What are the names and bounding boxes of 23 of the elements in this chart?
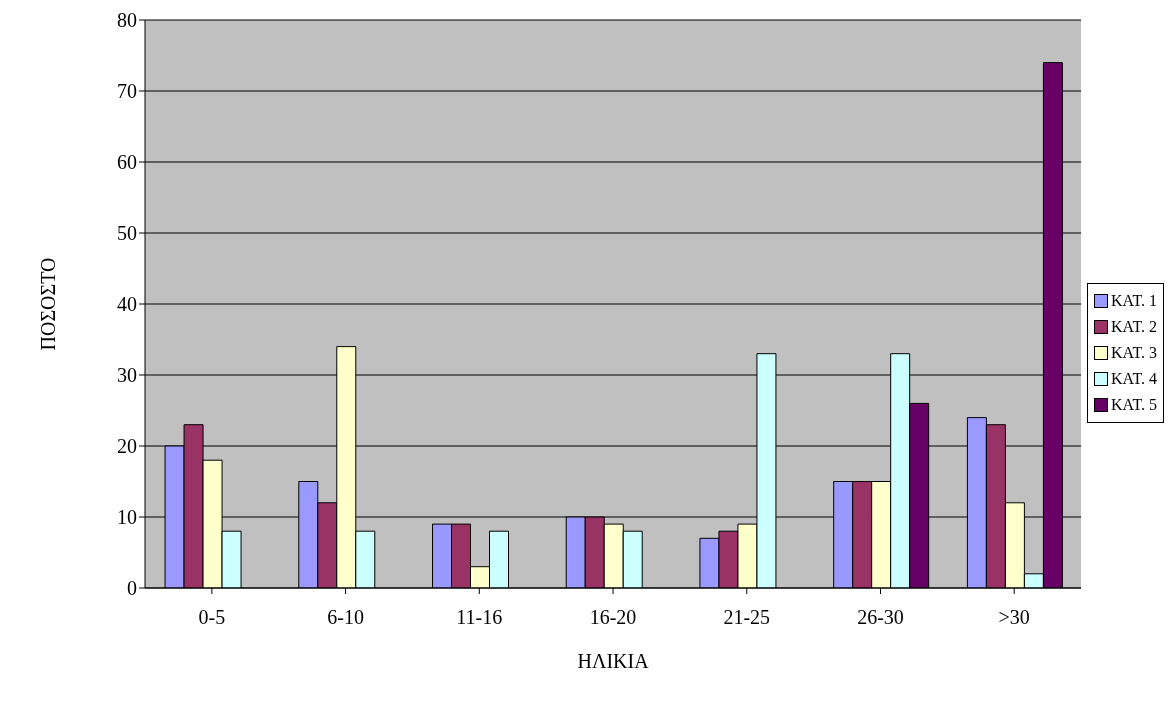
y-tick-label: 30 bbox=[117, 364, 137, 387]
legend-label: ΚΑΤ. 2 bbox=[1111, 318, 1157, 336]
y-tick-label: 10 bbox=[117, 506, 137, 529]
x-tick-label: 21-25 bbox=[723, 606, 771, 629]
x-tick-label: 0-5 bbox=[198, 606, 226, 629]
y-tick-label: 0 bbox=[127, 577, 137, 600]
x-tick-label: 6-10 bbox=[327, 606, 364, 629]
x-tick-label: 26-30 bbox=[857, 606, 904, 629]
y-tick-label: 70 bbox=[117, 80, 137, 103]
legend-label: ΚΑΤ. 3 bbox=[1111, 344, 1157, 362]
legend-label: ΚΑΤ. 5 bbox=[1111, 396, 1157, 414]
y-tick-label: 20 bbox=[117, 435, 137, 458]
x-tick-label: 11-16 bbox=[456, 606, 503, 629]
y-tick-label: 40 bbox=[117, 293, 137, 316]
legend-label: ΚΑΤ. 1 bbox=[1111, 292, 1157, 310]
x-axis-title: ΗΛΙΚΙΑ bbox=[577, 650, 650, 672]
y-tick-label: 50 bbox=[117, 222, 137, 245]
y-tick-label: 80 bbox=[117, 9, 137, 32]
y-tick-label: 60 bbox=[117, 151, 137, 174]
legend-label: ΚΑΤ. 4 bbox=[1111, 370, 1157, 388]
x-tick-label: >30 bbox=[998, 606, 1030, 629]
x-tick-label: 16-20 bbox=[589, 606, 637, 629]
y-axis-title: ΠΟΣΟΣΤΟ bbox=[37, 257, 60, 351]
